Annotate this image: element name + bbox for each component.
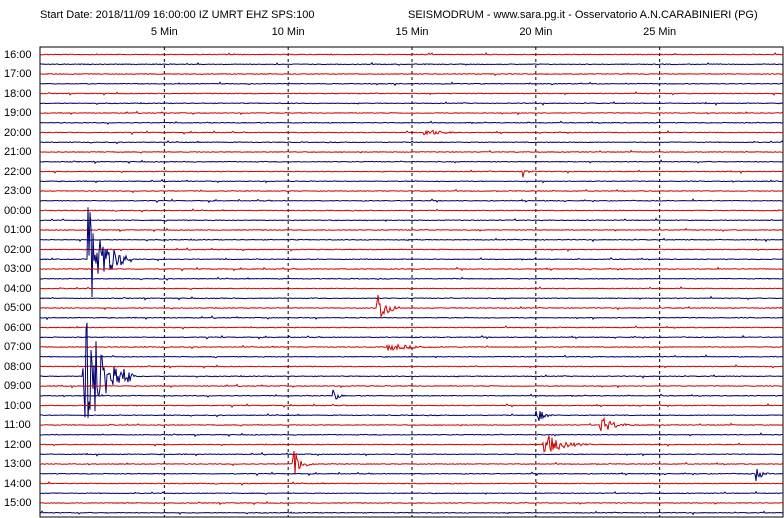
trace-row-36 (39, 403, 784, 408)
trace-row-9 (39, 140, 784, 145)
trace-row-33 (39, 322, 784, 418)
trace-row-1 (39, 61, 784, 66)
hour-label: 05:00 (4, 302, 32, 314)
trace-row-43 (39, 468, 784, 481)
station-title: SEISMODRUM - www.sara.pg.it - Osservator… (408, 9, 758, 21)
trace-row-29 (39, 334, 784, 340)
hour-label: 18:00 (4, 87, 32, 100)
trace-row-21 (39, 207, 784, 298)
trace-row-6 (39, 110, 784, 116)
trace-row-4 (39, 91, 784, 96)
trace-row-46 (39, 500, 784, 506)
trace-row-20 (39, 247, 784, 252)
trace-row-23 (39, 276, 784, 281)
trace-row-25 (39, 295, 784, 301)
trace-row-24 (39, 285, 784, 291)
trace-row-39 (39, 432, 784, 438)
trace-row-47 (39, 510, 784, 516)
hour-label: 00:00 (4, 204, 32, 217)
trace-row-8 (39, 129, 784, 136)
trace-row-44 (39, 481, 784, 486)
x-tick-label: 10 Min (271, 26, 305, 38)
hour-label: 23:00 (4, 185, 32, 197)
trace-row-18 (39, 227, 784, 233)
x-tick-label: 25 Min (643, 26, 677, 38)
trace-row-15 (39, 198, 784, 204)
trace-row-22 (39, 266, 784, 272)
hour-label: 12:00 (4, 438, 32, 451)
trace-row-41 (39, 451, 784, 457)
trace-row-38 (39, 416, 784, 431)
trace-row-14 (39, 188, 783, 194)
trace-row-19 (39, 237, 784, 243)
trace-row-32 (39, 364, 784, 369)
hour-label: 04:00 (4, 282, 32, 295)
hour-label: 16:00 (4, 48, 32, 61)
trace-row-37 (39, 410, 784, 421)
trace-row-42 (39, 450, 784, 475)
hour-label: 08:00 (4, 360, 32, 373)
trace-row-34 (39, 383, 784, 389)
hour-label: 01:00 (4, 224, 32, 236)
hour-label: 06:00 (4, 321, 32, 334)
trace-row-12 (39, 169, 784, 178)
trace-row-10 (39, 149, 783, 154)
trace-row-35 (39, 389, 784, 400)
hour-label: 19:00 (4, 107, 32, 119)
trace-row-27 (39, 315, 784, 321)
x-tick-label: 20 Min (519, 26, 553, 38)
trace-row-28 (39, 325, 783, 330)
trace-row-13 (39, 178, 784, 184)
trace-row-7 (39, 120, 784, 125)
hour-label: 21:00 (4, 146, 32, 158)
trace-row-40 (39, 435, 784, 453)
trace-row-3 (39, 81, 784, 87)
hour-label: 13:00 (4, 458, 32, 470)
trace-row-45 (39, 490, 783, 495)
hour-label: 11:00 (4, 419, 31, 431)
hour-label: 09:00 (4, 380, 32, 392)
trace-row-11 (39, 159, 784, 165)
hour-label: 15:00 (4, 497, 32, 509)
trace-row-17 (39, 217, 783, 222)
x-tick-label: 15 Min (395, 26, 429, 38)
trace-row-30 (39, 343, 784, 352)
trace-row-26 (39, 295, 783, 319)
hour-label: 22:00 (4, 165, 32, 178)
trace-row-5 (39, 101, 784, 106)
start-date-text: Start Date: 2018/11/09 16:00:00 IZ UMRT … (40, 9, 315, 21)
hour-label: 07:00 (4, 341, 32, 353)
trace-row-31 (39, 354, 784, 359)
header: Start Date: 2018/11/09 16:00:00 IZ UMRT … (0, 0, 784, 48)
trace-row-0 (39, 52, 784, 56)
trace-row-2 (39, 72, 784, 76)
hour-label: 17:00 (4, 68, 32, 80)
hour-label: 02:00 (4, 243, 32, 256)
hour-label: 03:00 (4, 263, 32, 275)
hour-label: 20:00 (4, 126, 32, 139)
trace-row-16 (39, 208, 784, 213)
x-tick-label: 5 Min (150, 26, 178, 38)
hour-label: 14:00 (4, 477, 32, 490)
hour-label: 10:00 (4, 399, 32, 412)
